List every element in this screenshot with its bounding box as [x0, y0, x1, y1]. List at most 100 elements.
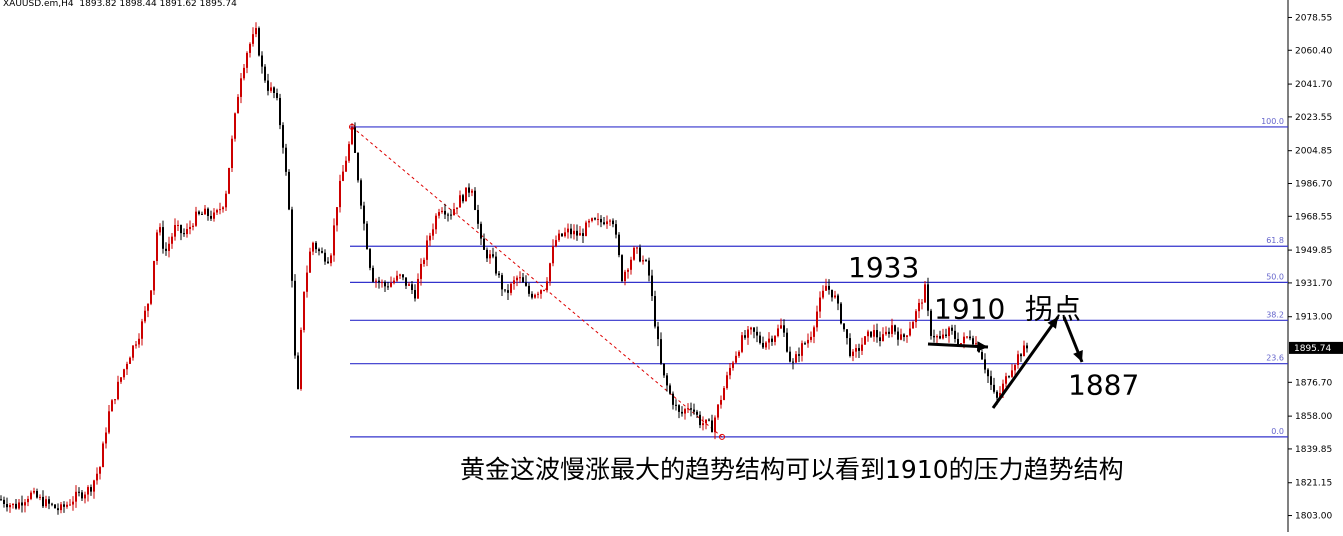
candle-body: [906, 335, 908, 337]
candle-body: [285, 147, 287, 172]
candle-body: [225, 193, 227, 208]
candle-body: [327, 261, 329, 264]
candle-body: [969, 336, 971, 339]
candle-body: [741, 335, 743, 352]
candle-body: [825, 285, 827, 291]
candle-body: [480, 223, 482, 239]
candle-body: [426, 240, 428, 260]
candle-body: [435, 215, 437, 230]
candle-body: [420, 263, 422, 279]
candle-body: [483, 238, 485, 250]
candle-body: [849, 338, 851, 356]
candle-body: [270, 87, 272, 91]
candle-body: [891, 325, 893, 334]
candle-body: [96, 473, 98, 481]
candle-body: [423, 259, 425, 264]
candle-body: [657, 326, 659, 340]
candle-body: [312, 242, 314, 252]
candle-body: [189, 226, 191, 230]
candle-body: [603, 222, 605, 225]
candle-body: [411, 284, 413, 290]
candle-body: [558, 233, 560, 241]
candle-body: [360, 180, 362, 206]
candle-body: [723, 388, 725, 400]
arrow-down-head: [1073, 350, 1083, 362]
candle-body: [354, 127, 356, 153]
candle-body: [111, 400, 113, 412]
candle-body: [837, 295, 839, 304]
candle-body: [18, 502, 20, 509]
candle-body: [390, 282, 392, 287]
candle-body: [897, 331, 899, 340]
trend-anchor-end: [719, 433, 725, 440]
candle-body: [282, 125, 284, 148]
candle-body: [186, 229, 188, 235]
candle-body: [864, 336, 866, 345]
candle-body: [513, 280, 515, 284]
candle-body: [564, 232, 566, 237]
y-tick-label: 2004.85: [1295, 147, 1332, 157]
candle-body: [69, 504, 71, 506]
candle-body: [54, 504, 56, 509]
candle-body: [66, 504, 68, 507]
candle-body: [852, 351, 854, 356]
candle-body: [405, 277, 407, 286]
candle-body: [795, 354, 797, 363]
candle-body: [78, 491, 80, 493]
candle-body: [60, 504, 62, 511]
candle-body: [414, 289, 416, 299]
candle-body: [546, 281, 548, 291]
candle-body: [159, 227, 161, 233]
candle-body: [207, 208, 209, 216]
candle-body: [495, 256, 497, 274]
candle-body: [813, 327, 815, 337]
candle-body: [0, 499, 2, 501]
candle-body: [747, 329, 749, 338]
candle-body: [834, 295, 836, 298]
candle-body: [246, 52, 248, 68]
candle-body: [996, 391, 998, 398]
symbol-header: XAUUSD.em,H4 1893.82 1898.44 1891.62 189…: [3, 0, 237, 9]
candle-body: [507, 290, 509, 293]
candle-body: [942, 334, 944, 339]
candle-body: [1011, 370, 1013, 377]
candle-body: [357, 152, 359, 181]
candle-body: [228, 168, 230, 194]
candle-body: [576, 230, 578, 236]
y-tick-label: 1839.85: [1295, 445, 1332, 455]
candle-body: [234, 113, 236, 139]
candle-body: [126, 363, 128, 370]
candle-body: [396, 275, 398, 281]
candle-body: [459, 195, 461, 208]
candle-body: [288, 171, 290, 210]
candle-body: [537, 293, 539, 295]
candle-body: [399, 274, 401, 276]
candle-body: [651, 275, 653, 297]
candle-body: [717, 404, 719, 418]
candle-body: [900, 334, 902, 340]
candle-body: [267, 80, 269, 91]
candle-body: [393, 280, 395, 283]
candle-body: [501, 275, 503, 290]
candle-body: [180, 224, 182, 234]
candle-body: [903, 334, 905, 337]
candle-body: [279, 97, 281, 126]
candle-body: [888, 331, 890, 334]
candle-body: [981, 352, 983, 360]
candle-body: [108, 411, 110, 433]
candle-body: [801, 343, 803, 356]
candle-body: [1023, 345, 1025, 357]
candle-body: [273, 87, 275, 93]
candle-body: [291, 209, 293, 281]
candle-body: [879, 337, 881, 341]
candle-body: [729, 367, 731, 376]
last-price-tag: [1289, 341, 1343, 354]
candle-body: [573, 230, 575, 235]
candle-body: [120, 377, 122, 382]
candle-body: [444, 210, 446, 215]
candle-body: [168, 243, 170, 251]
candle-body: [591, 218, 593, 221]
candle-body: [123, 369, 125, 378]
